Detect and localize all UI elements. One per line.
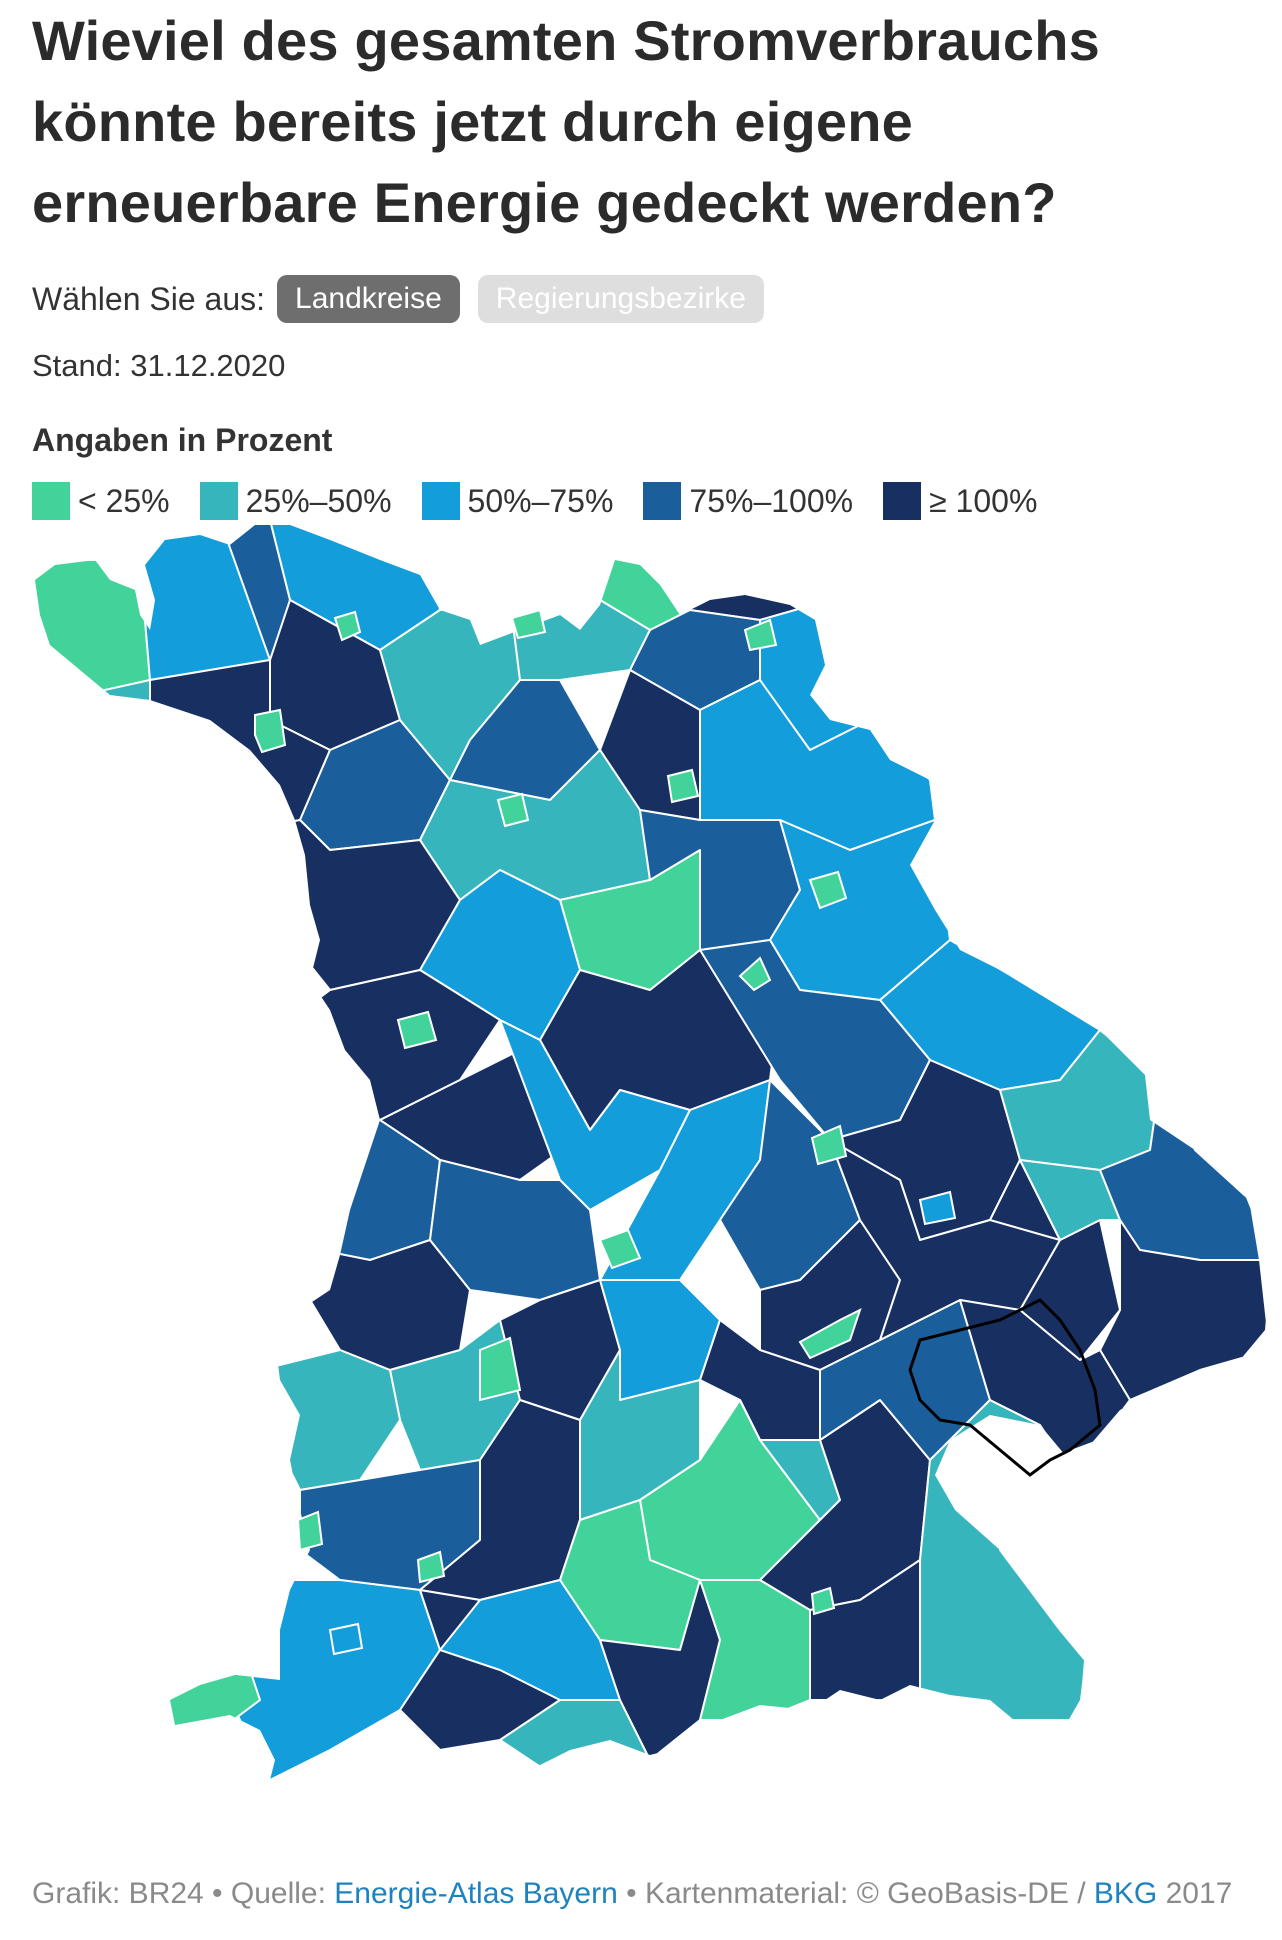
region-n-2 [429,525,601,611]
region-s-9 [229,1579,441,1781]
city-enclave-1 [333,610,362,642]
legend-item-gte100: ≥ 100% [883,482,1037,520]
footer-suffix: 2017 [1157,1877,1233,1910]
city-enclave-8 [396,1010,438,1050]
regierungsbezirke-button[interactable]: Regierungsbezirke [477,275,764,323]
legend-item-25-50: 25%–50% [199,482,392,520]
region-s-6 [259,1349,401,1491]
city-enclave-12 [918,1190,957,1226]
data-date: Stand: 31.12.2020 [32,348,286,383]
legend-swatch-75-100 [643,482,682,520]
footer-prefix: Grafik: BR24 • Quelle: [32,1877,335,1910]
footer-middle: • Kartenmaterial: © GeoBasis-DE / [617,1877,1094,1910]
city-enclave-10 [810,1124,848,1166]
city-enclave-3 [496,792,530,828]
city-enclave-14 [479,1336,522,1402]
city-enclave-18 [810,1586,836,1616]
city-enclave-2 [254,708,287,754]
legend-label-25-50: 25%–50% [245,482,392,519]
region-n-4 [679,525,831,621]
region-nb-6 [1099,1219,1270,1401]
region-nb-7 [959,1299,1131,1456]
legend-title: Angaben in Prozent [32,422,333,458]
city-enclave-15 [296,1510,324,1552]
selector-label: Wählen Sie aus: [32,280,266,317]
region-nw-2 [35,679,151,821]
chart-title: Wieviel des gesamten Stromverbrauchs kön… [32,9,1101,234]
city-enclave-11 [598,1228,642,1270]
legend-swatch-lt25 [32,482,70,520]
region-nb-4 [1019,1159,1121,1241]
legend-item-50-75: 50%–75% [421,482,614,520]
city-enclave-9 [738,956,772,992]
footer-credits: Grafik: BR24 • Quelle: Energie-Atlas Bay… [32,1874,1242,1914]
selected-district-outline[interactable] [908,1298,1102,1477]
legend-label-75-100: 75%–100% [689,482,854,519]
bavaria-choropleth-map [35,525,1270,1781]
legend-swatch-gte100 [883,482,922,520]
level-selector: Wählen Sie aus: Landkreise Regierungsbez… [32,274,782,324]
legend-swatch-25-50 [199,482,238,520]
bkg-link[interactable]: BKG [1093,1877,1158,1910]
city-enclave-4 [666,768,700,804]
energie-atlas-link[interactable]: Energie-Atlas Bayern [334,1877,618,1910]
city-enclave-17 [328,1622,364,1656]
legend: < 25% 25%–50% 50%–75% 75%–100% ≥ 100% [32,482,1067,520]
legend-label-gte100: ≥ 100% [929,482,1038,519]
legend-label-50-75: 50%–75% [467,482,614,519]
city-enclave-6 [743,618,778,652]
legend-item-lt25: < 25% [32,482,170,520]
legend-item-75-100: 75%–100% [643,482,853,520]
region-nw-1 [35,559,151,701]
city-enclave-7 [808,870,848,910]
legend-label-lt25: < 25% [78,482,170,519]
legend-swatch-50-75 [421,482,460,520]
landkreise-button[interactable]: Landkreise [277,275,460,323]
city-enclave-16 [416,1550,446,1584]
city-enclave-13 [798,1308,862,1360]
city-enclave-5 [510,608,547,640]
